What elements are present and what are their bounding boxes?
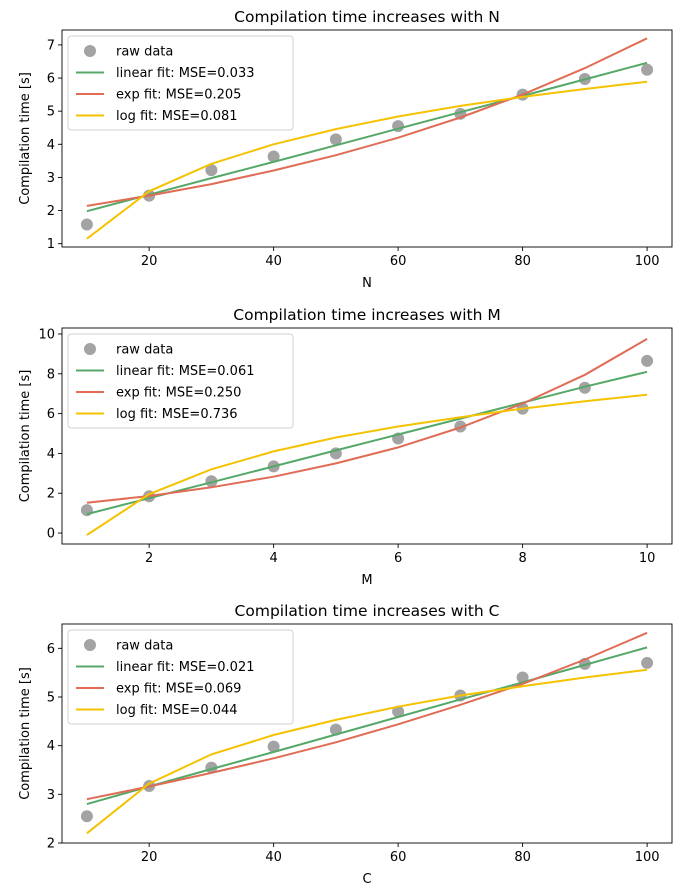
y-tick-label: 1 [47, 237, 55, 252]
raw-data-point [267, 150, 280, 163]
legend-entry: exp fit: MSE=0.205 [116, 88, 241, 103]
y-tick-label: 10 [38, 327, 55, 342]
raw-data-point [392, 705, 405, 718]
legend-marker-raw [84, 639, 96, 651]
x-tick-label: 20 [141, 850, 158, 865]
x-tick-label: 80 [514, 254, 531, 269]
raw-data-point [80, 504, 93, 517]
chart-title: Compilation time increases with C [235, 602, 500, 620]
y-tick-label: 0 [47, 527, 55, 542]
raw-data-point [205, 164, 218, 177]
exp-fit-line [86, 37, 648, 207]
raw-data-point [80, 810, 93, 823]
legend-entry: linear fit: MSE=0.061 [116, 364, 255, 379]
chart-panel-2: Compilation time increases with M 2 4 6 8 10 0… [18, 306, 673, 588]
x-tick-label: 8 [518, 551, 526, 566]
legend-entry: log fit: MSE=0.736 [116, 407, 238, 422]
plot-frame [61, 327, 673, 545]
y-tick-label: 5 [47, 105, 55, 120]
chart-panel-3: Compilation time increases with C 20 40 60 8… [18, 602, 673, 887]
raw-data-point [329, 723, 342, 736]
x-axis-label: N [362, 276, 372, 291]
x-tick-label: 60 [390, 254, 407, 269]
y-tick-label: 5 [47, 691, 55, 706]
y-axis-label: Compilation time [s] [18, 667, 33, 800]
y-tick-label: 4 [47, 138, 55, 153]
plot-frame [61, 29, 673, 248]
x-tick-label: 10 [639, 551, 656, 566]
y-tick-label: 2 [47, 204, 55, 219]
legend-entry: raw data [116, 343, 173, 358]
x-tick-label: 60 [390, 850, 407, 865]
y-axis-label: Compilation time [s] [18, 370, 33, 503]
raw-data-point [267, 740, 280, 753]
x-tick-label: 100 [635, 850, 660, 865]
x-axis-label: M [361, 573, 372, 588]
legend-entry: linear fit: MSE=0.033 [116, 66, 255, 81]
chart-panel-1: Compilation time increases with N 20 40 60 8… [18, 8, 673, 291]
y-tick-label: 4 [47, 739, 55, 754]
raw-data-point [641, 63, 654, 76]
x-tick-label: 2 [145, 551, 153, 566]
raw-data-point [80, 218, 93, 231]
legend-entry: linear fit: MSE=0.021 [116, 660, 255, 675]
chart-title: Compilation time increases with N [234, 8, 500, 26]
y-tick-label: 6 [47, 72, 55, 87]
x-tick-label: 6 [394, 551, 402, 566]
linear-fit-line [86, 61, 648, 213]
plot-frame [61, 623, 673, 844]
y-tick-label: 4 [47, 447, 55, 462]
exp-fit-line [86, 631, 648, 801]
x-tick-label: 80 [514, 850, 531, 865]
legend-marker-raw [84, 45, 96, 57]
y-tick-label: 2 [47, 837, 55, 852]
y-tick-label: 6 [47, 642, 55, 657]
linear-fit-line [86, 370, 648, 516]
log-fit-line [86, 393, 648, 536]
x-tick-label: 20 [141, 254, 158, 269]
legend-box [67, 35, 294, 131]
log-fit-line [86, 80, 648, 240]
y-tick-label: 8 [47, 367, 55, 382]
raw-data-point [641, 354, 654, 367]
exp-fit-line [86, 338, 648, 504]
legend-entry: log fit: MSE=0.044 [116, 703, 238, 718]
y-tick-label: 2 [47, 487, 55, 502]
x-tick-label: 4 [269, 551, 277, 566]
legend-entry: log fit: MSE=0.081 [116, 109, 238, 124]
x-tick-label: 40 [265, 254, 282, 269]
linear-fit-line [86, 646, 648, 806]
chart-title: Compilation time increases with M [233, 306, 500, 324]
x-tick-label: 100 [635, 254, 660, 269]
y-tick-label: 7 [47, 38, 55, 53]
x-axis-label: C [362, 872, 371, 887]
legend-marker-raw [84, 343, 96, 355]
legend-entry: raw data [116, 639, 173, 654]
legend-entry: raw data [116, 45, 173, 60]
y-tick-label: 3 [47, 171, 55, 186]
legend-box [67, 629, 294, 725]
log-fit-line [86, 668, 648, 835]
legend-entry: exp fit: MSE=0.250 [116, 386, 241, 401]
legend-entry: exp fit: MSE=0.069 [116, 682, 241, 697]
y-axis-label: Compilation time [s] [18, 72, 33, 205]
raw-data-point [641, 656, 654, 669]
legend-box [67, 333, 294, 429]
y-tick-label: 3 [47, 788, 55, 803]
x-tick-label: 40 [265, 850, 282, 865]
raw-data-point [329, 133, 342, 146]
y-tick-label: 6 [47, 407, 55, 422]
